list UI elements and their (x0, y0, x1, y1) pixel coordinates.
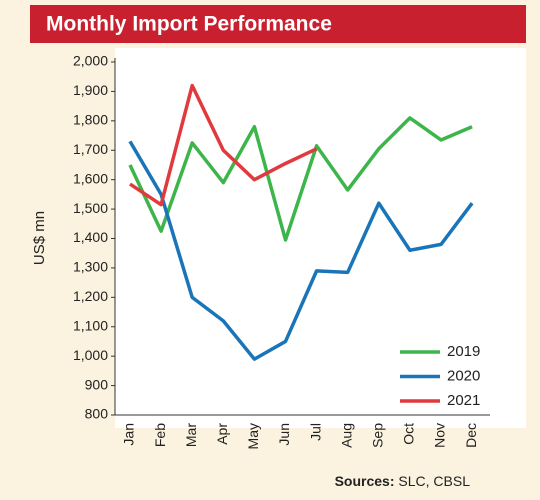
y-tick-label: 1,800 (73, 112, 108, 128)
chart-title: Monthly Import Performance (46, 13, 332, 36)
x-tick-label: Apr (214, 423, 230, 445)
plot-area (115, 48, 526, 428)
x-tick-label: Nov (432, 423, 448, 448)
y-tick-label: 1,600 (73, 170, 108, 186)
source-text: SLC, CBSL (398, 473, 470, 489)
x-tick-label: Jul (307, 423, 323, 441)
y-tick-label: 1,900 (73, 82, 108, 98)
y-tick-label: 1,100 (73, 317, 108, 333)
legend-label: 2021 (447, 392, 480, 409)
x-tick-label: Aug (338, 423, 354, 448)
y-tick-label: 1,000 (73, 347, 108, 363)
x-tick-label: Jan (121, 423, 137, 446)
x-tick-label: Feb (152, 423, 168, 447)
x-tick-label: Sep (370, 423, 386, 448)
y-tick-label: 900 (85, 376, 109, 392)
header-bar (30, 5, 526, 43)
y-axis-label: US$ mn (31, 211, 48, 265)
x-tick-label: Mar (183, 423, 199, 447)
y-tick-label: 800 (85, 406, 109, 422)
x-tick-label: Dec (463, 423, 479, 448)
y-tick-label: 1,200 (73, 288, 108, 304)
series-line (128, 116, 473, 242)
x-tick-label: Jun (276, 423, 292, 446)
y-tick-label: 2,000 (73, 53, 108, 69)
legend-label: 2019 (447, 343, 480, 360)
series-line (129, 83, 318, 207)
y-tick-label: 1,500 (73, 200, 108, 216)
x-tick-label: Oct (401, 423, 417, 445)
legend-label: 2020 (447, 367, 480, 384)
y-tick-label: 1,300 (73, 259, 108, 275)
source-label: Sources: (335, 473, 395, 489)
source: Sources: SLC, CBSL (335, 473, 471, 489)
y-tick-label: 1,700 (73, 141, 108, 157)
y-tick-label: 1,400 (73, 229, 108, 245)
x-tick-label: May (245, 423, 261, 449)
series-line (128, 140, 474, 361)
